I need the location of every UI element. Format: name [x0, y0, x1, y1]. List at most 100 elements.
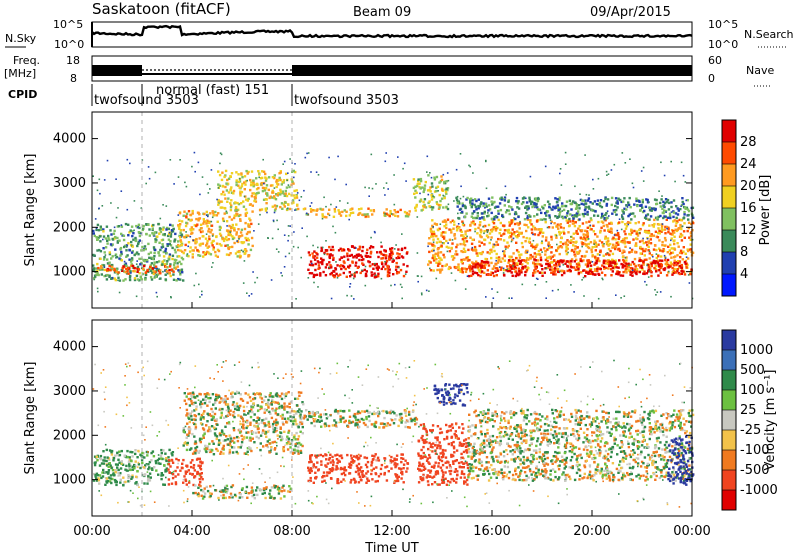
- power-cells-cell-2: [203, 212, 206, 216]
- power-cells-cell-0: [159, 248, 162, 252]
- power-cells-noise-cell: [276, 219, 278, 222]
- power-cells-noise-cell: [163, 233, 166, 236]
- power-cells-cell-9: [531, 205, 534, 209]
- power-cells-cell-9: [465, 198, 468, 201]
- power-cells-cell-0: [176, 255, 179, 258]
- power-cells-cell-2: [199, 223, 203, 226]
- power-cells-noise-cell: [115, 216, 118, 219]
- power-cells-noise-cell: [506, 268, 508, 271]
- power-cells-noise-cell: [645, 284, 648, 286]
- power-cells-cell-3: [219, 206, 222, 209]
- power-cells-noise-cell: [399, 283, 402, 286]
- power-cells-cell-1: [168, 271, 171, 275]
- power-cells-cell-0: [153, 261, 156, 264]
- vel-cells-cell-1: [193, 469, 196, 472]
- power-cells-cell-7: [529, 221, 532, 224]
- power-cells-cell-4: [374, 263, 377, 267]
- power-cells-cell-9: [686, 208, 690, 211]
- power-cells-cell-4: [388, 253, 392, 256]
- power-cells-cell-8: [621, 266, 624, 269]
- vel-cells-cell-2: [242, 437, 246, 440]
- power-cells-cell-4: [386, 266, 389, 269]
- power-cells-cell-0: [164, 273, 167, 276]
- power-cells-noise-cell: [336, 277, 339, 279]
- power-cells-noise-cell: [185, 185, 188, 188]
- vel-cells-cell-2: [241, 399, 245, 402]
- vel-cells-cell-2: [229, 440, 232, 443]
- power-cells-cell-6: [414, 189, 417, 192]
- power-cells-cell-9: [680, 203, 684, 207]
- power-cells-cell-5: [341, 210, 344, 214]
- power-cells-cell-0: [158, 232, 161, 235]
- power-cells-cell-7: [449, 221, 452, 224]
- power-cells-cell-7: [590, 250, 594, 254]
- power-cells-cell-7: [682, 246, 685, 249]
- vel-cells-cell-0: [146, 479, 150, 482]
- vel-cells-cell-2: [191, 391, 195, 394]
- power-cells-cell-0: [163, 263, 166, 266]
- vel-cells-cell-2: [283, 417, 287, 420]
- power-cells-cell-7: [575, 262, 579, 266]
- power-cells-cell-9: [569, 213, 572, 216]
- power-cells-noise-cell: [405, 180, 407, 182]
- power-cells-noise-cell: [294, 209, 296, 211]
- power-cells-noise-cell: [404, 273, 407, 275]
- power-cells-cell-4: [330, 266, 333, 269]
- vel-cells-cell-2: [209, 450, 213, 453]
- power-cells-cell-2: [249, 219, 252, 222]
- power-cells-cell-7: [555, 264, 558, 267]
- power-cells-noise-cell: [559, 168, 562, 170]
- power-cells-cell-2: [231, 235, 234, 238]
- power-cells-cell-7: [448, 250, 452, 253]
- vel-cells-cell-2: [212, 415, 215, 419]
- power-cells-noise-cell: [646, 237, 649, 240]
- power-cells-cell-2: [192, 249, 195, 252]
- power-cells-cell-6: [414, 206, 417, 209]
- power-cells-cell-0: [138, 226, 141, 230]
- power-cells-noise-cell: [147, 166, 150, 168]
- power-cells-noise-cell: [189, 235, 192, 238]
- power-cells-cell-0: [93, 276, 96, 280]
- power-cells-cell-7: [444, 264, 447, 267]
- power-cells-cell-7: [673, 259, 676, 262]
- power-cells-cell-3: [296, 203, 299, 206]
- power-cells-cell-8: [654, 262, 657, 265]
- power-cells-cell-8: [659, 266, 662, 270]
- vel-cells-cell-0: [133, 467, 136, 470]
- power-cells-cell-7: [641, 239, 644, 242]
- power-cells-cell-2: [202, 222, 205, 225]
- power-cells-cell-9: [527, 214, 531, 217]
- power-cells-cell-0: [116, 241, 119, 244]
- vel-cells-cell-0: [108, 458, 111, 461]
- vel-cells-cell-2: [222, 444, 225, 448]
- power-cells-cell-2: [197, 250, 200, 253]
- vel-cells-cell-1: [192, 466, 195, 470]
- vel-cells-cell-0: [146, 454, 149, 457]
- station-title: Saskatoon (fitACF): [92, 0, 231, 18]
- power-cells-cell-6: [422, 200, 425, 204]
- power-cells-cell-8: [549, 268, 552, 271]
- vel-cells-cell-2: [248, 410, 252, 413]
- vel-cells-cell-2: [213, 412, 217, 416]
- power-cells-cell-7: [432, 248, 435, 251]
- power-cells-cell-4: [402, 274, 406, 278]
- power-cells-noise-cell: [325, 205, 327, 208]
- power-cells-noise-cell: [248, 295, 250, 297]
- power-cells-cell-0: [97, 236, 100, 240]
- vel-cells-cell-2: [186, 422, 189, 425]
- power-cells-cell-6: [423, 188, 426, 192]
- power-cells-cell-0: [114, 253, 118, 256]
- vel-cells-cell-2: [273, 448, 276, 451]
- vel-cells-cell-2: [272, 430, 275, 434]
- power-cells-cell-7: [689, 271, 692, 274]
- power-cells-cell-8: [640, 264, 643, 267]
- power-cells-cell-3: [224, 207, 227, 210]
- power-cells-cell-7: [670, 233, 673, 236]
- power-cells-cell-0: [138, 239, 141, 242]
- vel-cells-cell-2: [294, 438, 297, 441]
- vel-cells-cell-0: [101, 475, 105, 478]
- power-cells-cell-7: [540, 271, 544, 274]
- vel-cells-cell-1: [201, 461, 204, 464]
- vel-cells-cell-2: [182, 444, 185, 447]
- power-cells-cell-4: [337, 249, 341, 252]
